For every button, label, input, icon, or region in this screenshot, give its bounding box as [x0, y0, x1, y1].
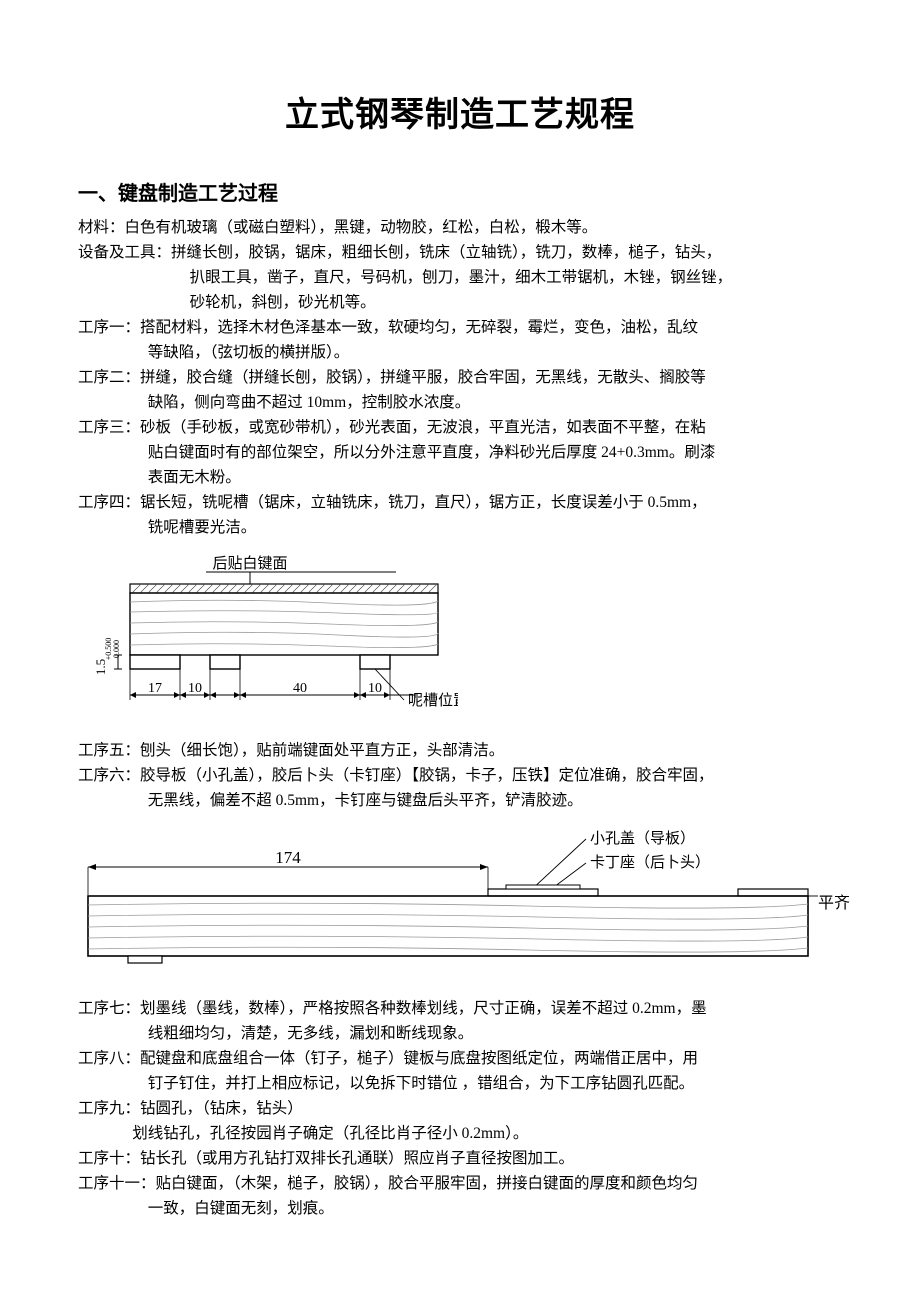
step-7-line-1: 工序七：划墨线（墨线，数棒），严格按照各种数棒划线，尺寸正确，误差不超过 0.2…: [78, 997, 842, 1021]
diagram-1-ydim-bot: 0.000: [112, 640, 121, 658]
section-1-heading: 一、键盘制造工艺过程: [78, 179, 842, 210]
material-line: 材料：白色有机玻璃（或磁白塑料），黑键，动物胶，红松，白松，椴木等。: [78, 216, 842, 240]
diagram-2-label-a: 小孔盖（导板）: [590, 829, 695, 847]
diagram-2-label-b: 卡丁座（后卜头）: [590, 854, 710, 871]
diagram-2-label-right: 平齐: [818, 894, 850, 912]
diagram-1-label-top: 后贴白键面: [212, 555, 287, 572]
step-1-line-1: 工序一：搭配材料，选择木材色泽基本一致，软硬均匀，无碎裂，霉烂，变色，油松，乱纹: [78, 316, 842, 340]
equipment-line-2: 扒眼工具，凿子，直尺，号码机，刨刀，墨汁，细木工带锯机，木锉，钢丝锉，: [78, 266, 842, 290]
diagram-2-svg: 小孔盖（导板） 卡丁座（后卜头） 174 平齐: [58, 823, 858, 983]
step-7-line-2: 线粗细均匀，清楚，无多线，漏划和断线现象。: [78, 1022, 842, 1046]
step-2-line-1: 工序二：拼缝，胶合缝（拼缝长刨，胶锅），拼缝平服，胶合牢固，无黑线，无散头、搁胶…: [78, 366, 842, 390]
diagram-1-ydim-main: 1.5: [93, 659, 108, 675]
diagram-2: 小孔盖（导板） 卡丁座（后卜头） 174 平齐: [58, 823, 842, 983]
step-10: 工序十：钻长孔（或用方孔钻打双排长孔通联）照应肖子直径按图加工。: [78, 1147, 842, 1171]
diagram-1-xdim-0: 17: [148, 681, 162, 696]
step-4-line-1: 工序四：锯长短，铣呢槽（锯床，立轴铣床，铣刀，直尺），锯方正，长度误差小于 0.…: [78, 491, 842, 515]
step-8-line-1: 工序八：配键盘和底盘组合一体（钉子，槌子）键板与底盘按图纸定位，两端借正居中，用: [78, 1047, 842, 1071]
equipment-line-1: 设备及工具：拼缝长刨，胶锅，锯床，粗细长刨，铣床（立轴铣），铣刀，数棒，槌子，钻…: [78, 241, 842, 265]
step-2-line-2: 缺陷，侧向弯曲不超过 10mm，控制胶水浓度。: [78, 391, 842, 415]
page-title: 立式钢琴制造工艺规程: [78, 90, 842, 143]
step-3-line-2: 贴白键面时有的部位架空，所以分外注意平直度，净料砂光后厚度 24+0.3mm。刷…: [78, 441, 842, 465]
step-1-line-2: 等缺陷，（弦切板的横拼版）。: [78, 341, 842, 365]
diagram-1-xdim-3: 10: [368, 681, 382, 696]
step-9-line-1: 工序九：钻圆孔，（钻床，钻头）: [78, 1097, 842, 1121]
step-11-line-1: 工序十一：贴白键面，（木架，槌子，胶锅），胶合平服牢固，拼接白键面的厚度和颜色均…: [78, 1172, 842, 1196]
diagram-1-xdim-2: 40: [293, 681, 307, 696]
step-6-line-2: 无黑线，偏差不超 0.5mm，卡钉座与键盘后头平齐，铲清胶迹。: [78, 789, 842, 813]
diagram-1-svg: 后贴白键面: [78, 550, 458, 725]
step-8-line-2: 钉子钉住，并打上相应标记，以免拆下时错位 ，错组合，为下工序钻圆孔匹配。: [78, 1072, 842, 1096]
step-3-line-3: 表面无木粉。: [78, 466, 842, 490]
diagram-1: 后贴白键面: [78, 550, 842, 725]
diagram-2-dim: 174: [275, 848, 301, 867]
diagram-1-label-right: 呢槽位置尺寸: [408, 692, 458, 709]
diagram-1-xdim-1: 10: [188, 681, 202, 696]
step-9-line-2: 划线钻孔，孔径按园肖子确定（孔径比肖子径小 0.2mm）。: [78, 1122, 842, 1146]
equipment-line-3: 砂轮机，斜刨，砂光机等。: [78, 291, 842, 315]
step-4-line-2: 铣呢槽要光洁。: [78, 516, 842, 540]
step-6-line-1: 工序六：胶导板（小孔盖），胶后卜头（卡钉座）【胶锅，卡子，压铁】定位准确，胶合牢…: [78, 764, 842, 788]
step-5: 工序五：刨头（细长饱），贴前端键面处平直方正，头部清洁。: [78, 739, 842, 763]
step-11-line-2: 一致，白键面无刻，划痕。: [78, 1197, 842, 1221]
step-3-line-1: 工序三：砂板（手砂板，或宽砂带机），砂光表面，无波浪，平直光洁，如表面不平整，在…: [78, 416, 842, 440]
